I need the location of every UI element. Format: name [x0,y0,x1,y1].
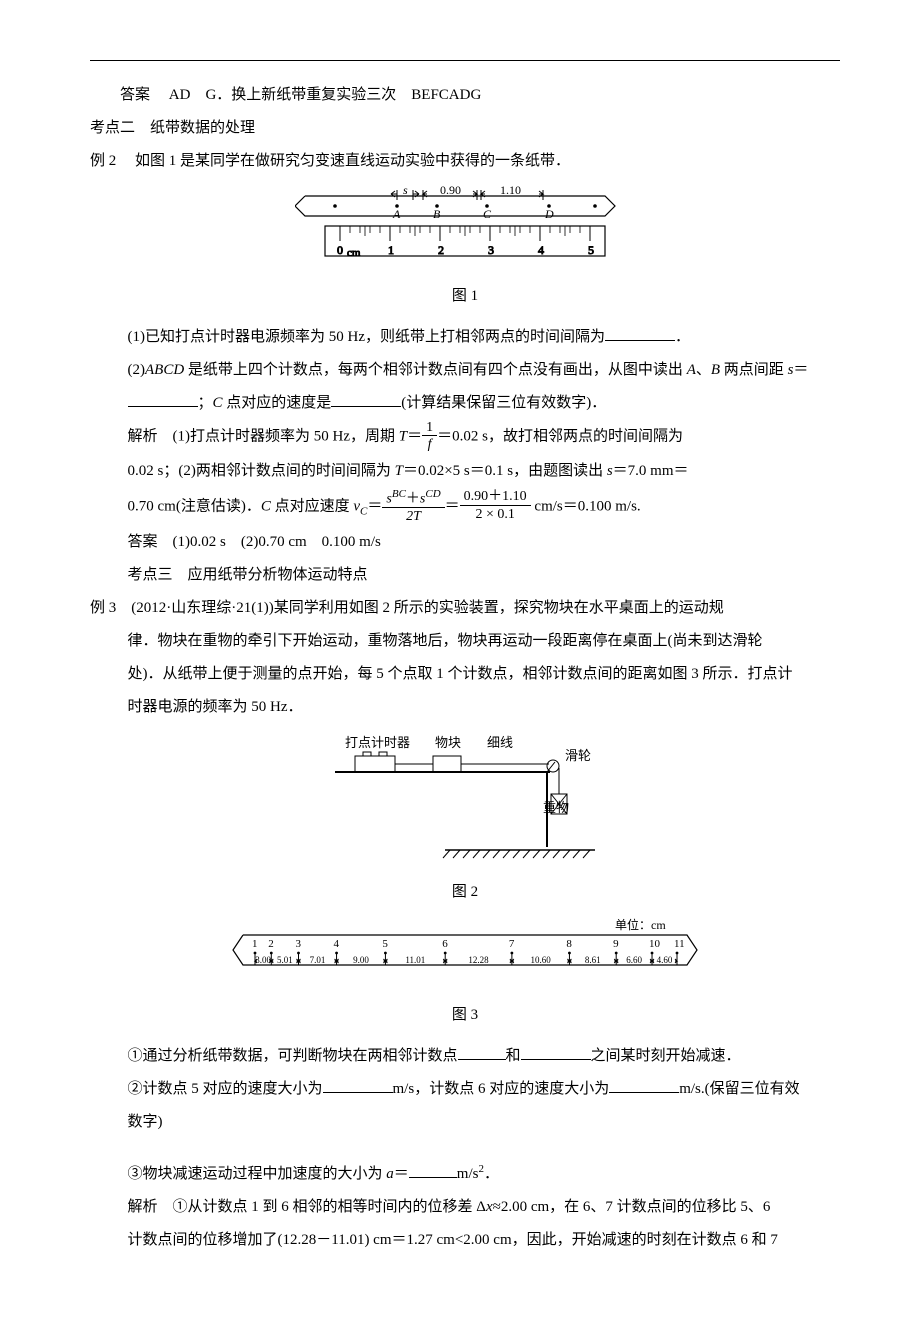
svg-text:11: 11 [674,938,685,950]
svg-text:0: 0 [337,243,343,257]
blank [609,1077,679,1093]
svg-text:1: 1 [388,243,394,257]
fig2-caption: 图 2 [90,876,840,909]
svg-text:物块: 物块 [435,735,461,750]
svg-text:cm: cm [347,247,361,259]
svg-text:1: 1 [252,938,258,950]
ex2-label: 例 2 [90,153,116,169]
kp3-q3: ③物块减速运动过程中加速度的大小为 a＝m/s2． [90,1157,840,1191]
svg-text:打点计时器: 打点计时器 [345,735,410,750]
kp2-q2-l1: (2)ABCD 是纸带上四个计数点，每两个相邻计数点间有四个点没有画出，从图中读… [90,354,840,387]
svg-text:9: 9 [613,938,619,950]
ans-label: 答案 [120,87,150,103]
page-rule [90,60,840,61]
kp2-q1: (1)已知打点计时器电源频率为 50 Hz，则纸带上打相邻两点的时间间隔为． [90,321,840,354]
svg-text:6.60: 6.60 [626,955,642,965]
ex2-text: 如图 1 是某同学在做研究匀变速直线运动实验中获得的一条纸带． [135,153,570,169]
svg-text:7.01: 7.01 [310,955,326,965]
blank [331,391,401,407]
fig1-m2: 1.10 [500,186,521,197]
svg-text:2: 2 [268,938,274,950]
blank [323,1077,393,1093]
figure-2: 打点计时器 物块 细线 滑轮 重物 [90,732,840,872]
svg-text:单位：cm: 单位：cm [615,917,666,932]
svg-text:3.00: 3.00 [255,955,271,965]
svg-text:3: 3 [295,938,301,950]
svg-text:8: 8 [566,938,572,950]
ex2-stem: 例 2 如图 1 是某同学在做研究匀变速直线运动实验中获得的一条纸带． [90,145,840,178]
ex3-l2: 律．物块在重物的牵引下开始运动，重物落地后，物块再运动一段距离停在桌面上(尚未到… [90,625,840,658]
svg-text:12.28: 12.28 [468,955,489,965]
svg-text:4: 4 [334,938,340,950]
fig1-caption: 图 1 [90,280,840,313]
svg-text:11.01: 11.01 [405,955,425,965]
ans-value: AD G．换上新纸带重复实验三次 BEFCADG [169,87,482,103]
kp2-sol-l3: 0.70 cm(注意估读)．C 点对应速度 vC＝sBC＋sCD2T＝0.90＋… [90,488,840,526]
blank [521,1044,591,1060]
answer-line-1: 答案 AD G．换上新纸带重复实验三次 BEFCADG [90,79,840,112]
svg-text:C: C [483,207,492,221]
svg-text:5: 5 [382,938,388,950]
kp2-sol-l2: 0.02 s；(2)两相邻计数点间的时间间隔为 T＝0.02×5 s＝0.1 s… [90,455,840,488]
svg-text:3: 3 [488,243,494,257]
kp3-sol-l1: 解析 ①从计数点 1 到 6 相邻的相等时间内的位移差 Δx≈2.00 cm，在… [90,1191,840,1224]
ex3-l4: 时器电源的频率为 50 Hz． [90,691,840,724]
svg-text:8.61: 8.61 [585,955,601,965]
kp2-ans: 答案 (1)0.02 s (2)0.70 cm 0.100 m/s [90,526,840,559]
svg-text:10.60: 10.60 [531,955,552,965]
svg-text:B: B [433,207,441,221]
blank [128,391,198,407]
kp2-q2-l2: ；C 点对应的速度是(计算结果保留三位有效数字)． [90,387,840,420]
kp3-q1: ①通过分析纸带数据，可判断物块在两相邻计数点和之间某时刻开始减速． [90,1040,840,1073]
svg-text:6: 6 [442,938,448,950]
kp2-sol-l1: 解析 (1)打点计时器频率为 50 Hz，周期 T＝1f＝0.02 s，故打相邻… [90,420,840,455]
blank [605,325,675,341]
kp3-sol-l2: 计数点间的位移增加了(12.28－11.01) cm＝1.27 cm<2.00 … [90,1224,840,1257]
fig1-m1: 0.90 [440,186,461,197]
svg-text:7: 7 [509,938,515,950]
svg-text:5: 5 [588,243,594,257]
ex3-l3: 处)．从纸带上便于测量的点开始，每 5 个点取 1 个计数点，相邻计数点间的距离… [90,658,840,691]
figure-3: 单位：cm 12 3 4 5 6 7 8 9 10 11 3.00 5.01 7.01 9.00 11.01… [90,917,840,995]
kp2-title: 考点二 纸带数据的处理 [90,112,840,145]
blank [458,1044,506,1060]
svg-text:10: 10 [649,938,661,950]
svg-text:滑轮: 滑轮 [565,748,591,763]
svg-text:9.00: 9.00 [353,955,369,965]
svg-text:2: 2 [438,243,444,257]
kp3-q2-l2: 数字) [90,1106,840,1139]
ex3-l1: 例 3 (2012·山东理综·21(1))某同学利用如图 2 所示的实验装置，探… [90,592,840,625]
figure-1: s 0.90 1.10 A B C D 0 cm 1 2 3 4 5 [90,186,840,276]
svg-text:D: D [544,207,554,221]
kp3-q2-l1: ②计数点 5 对应的速度大小为m/s，计数点 6 对应的速度大小为m/s.(保留… [90,1073,840,1106]
svg-text:5.01: 5.01 [277,955,293,965]
svg-text:A: A [392,207,401,221]
svg-text:细线: 细线 [487,735,513,750]
blank [409,1162,457,1178]
fig3-caption: 图 3 [90,999,840,1032]
svg-text:4: 4 [538,243,544,257]
kp3-title: 考点三 应用纸带分析物体运动特点 [90,559,840,592]
svg-text:4.60: 4.60 [657,955,673,965]
fig1-s: s [403,186,408,197]
